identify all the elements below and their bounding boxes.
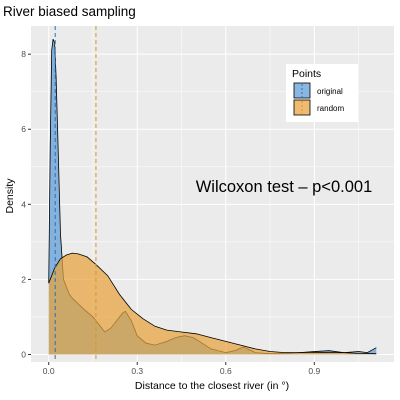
grid-major xyxy=(31,26,394,362)
legend-items: original random xyxy=(293,82,344,116)
density-line-random xyxy=(48,252,377,355)
y-tick-label: 2 xyxy=(21,274,26,284)
legend-label-random: random xyxy=(317,104,344,113)
legend-key-original xyxy=(293,82,311,99)
legend: Points original random xyxy=(286,64,358,122)
legend-key-random xyxy=(293,99,311,116)
y-tick-label: 6 xyxy=(21,124,26,134)
mean-lines xyxy=(54,26,97,362)
x-tick-label: 0.9 xyxy=(308,366,320,376)
x-tick-label: 0.0 xyxy=(43,366,55,376)
density-area-random xyxy=(48,253,377,355)
legend-title: Points xyxy=(292,68,321,80)
x-tick-label: 0.3 xyxy=(131,366,143,376)
stat-test-annotation: Wilcoxon test – p<0.001 xyxy=(196,178,373,196)
grid-minor xyxy=(31,26,394,362)
legend-label-original: original xyxy=(317,87,343,96)
y-tick-label: 4 xyxy=(21,199,26,209)
series-layer xyxy=(48,38,377,355)
y-axis: 0 2 4 6 8 xyxy=(21,49,31,359)
x-axis-label: Distance to the closest river (in °) xyxy=(135,380,289,392)
y-axis-label: Density xyxy=(4,178,16,214)
chart-title: River biased sampling xyxy=(3,4,136,19)
x-tick-label: 0.6 xyxy=(220,366,232,376)
x-axis: 0.0 0.3 0.6 0.9 xyxy=(43,362,320,376)
y-tick-label: 8 xyxy=(21,49,26,59)
y-tick-label: 0 xyxy=(21,349,26,359)
